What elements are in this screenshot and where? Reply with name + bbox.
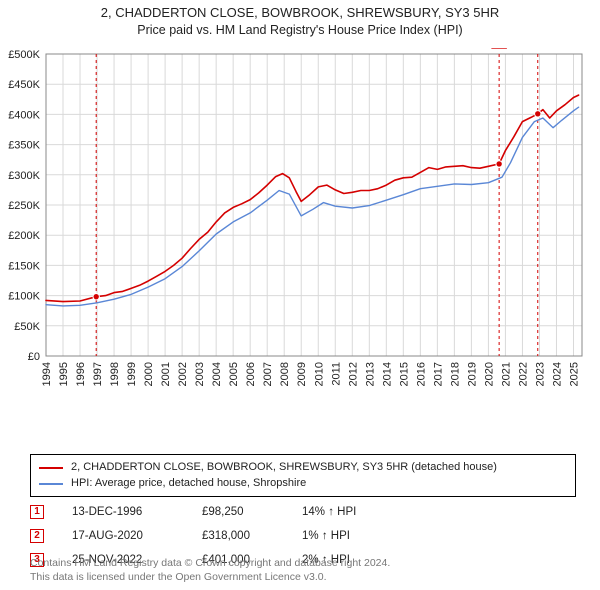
svg-text:2014: 2014 [381, 362, 393, 386]
legend: 2, CHADDERTON CLOSE, BOWBROOK, SHREWSBUR… [30, 454, 576, 497]
legend-row: 2, CHADDERTON CLOSE, BOWBROOK, SHREWSBUR… [39, 460, 567, 476]
svg-text:2018: 2018 [449, 362, 461, 386]
svg-text:£400K: £400K [8, 109, 40, 121]
sale-row: 2 17-AUG-2020£318,0001% ↑ HPI [30, 524, 576, 548]
svg-text:£300K: £300K [8, 170, 40, 182]
svg-text:2010: 2010 [313, 362, 325, 386]
sale-delta: 14% ↑ HPI [302, 506, 422, 518]
svg-text:2009: 2009 [296, 362, 308, 386]
svg-text:2005: 2005 [228, 362, 240, 386]
legend-swatch [39, 483, 63, 485]
svg-text:1994: 1994 [41, 362, 53, 386]
svg-text:£0: £0 [28, 351, 40, 363]
attribution: Contains HM Land Registry data © Crown c… [30, 556, 576, 584]
svg-text:£100K: £100K [8, 291, 40, 303]
sale-marker-box: 1 [30, 505, 44, 519]
legend-label: 2, CHADDERTON CLOSE, BOWBROOK, SHREWSBUR… [71, 460, 497, 476]
chart-area: £0 £50K £100K £150K £200K £250K £300K £350K £400… [0, 48, 600, 404]
svg-text:1998: 1998 [109, 362, 121, 386]
attribution-line-1: Contains HM Land Registry data © Crown c… [30, 556, 576, 570]
sale-price: £98,250 [202, 506, 302, 518]
svg-text:2016: 2016 [415, 362, 427, 386]
legend-row: HPI: Average price, detached house, Shro… [39, 476, 567, 492]
svg-text:2023: 2023 [534, 362, 546, 386]
svg-text:2024: 2024 [551, 362, 563, 386]
svg-text:2011: 2011 [330, 362, 342, 386]
svg-text:2012: 2012 [347, 362, 359, 386]
title-line-1: 2, CHADDERTON CLOSE, BOWBROOK, SHREWSBUR… [0, 4, 600, 22]
svg-text:2015: 2015 [398, 362, 410, 386]
svg-text:2022: 2022 [517, 362, 529, 386]
sale-delta: 1% ↑ HPI [302, 530, 422, 542]
svg-text:£200K: £200K [8, 230, 40, 242]
svg-text:£450K: £450K [8, 79, 40, 91]
legend-label: HPI: Average price, detached house, Shro… [71, 476, 306, 492]
legend-swatch [39, 467, 63, 469]
svg-text:2017: 2017 [432, 362, 444, 386]
sale-date: 13-DEC-1996 [72, 506, 202, 518]
svg-text:2001: 2001 [160, 362, 172, 386]
svg-text:2007: 2007 [262, 362, 274, 386]
svg-text:2000: 2000 [143, 362, 155, 386]
svg-text:2006: 2006 [245, 362, 257, 386]
svg-text:2002: 2002 [177, 362, 189, 386]
chart-container: 2, CHADDERTON CLOSE, BOWBROOK, SHREWSBUR… [0, 0, 600, 590]
sale-price: £318,000 [202, 530, 302, 542]
chart-svg: £0 £50K £100K £150K £200K £250K £300K £350K £400… [0, 48, 600, 404]
svg-text:£350K: £350K [8, 140, 40, 152]
svg-text:2004: 2004 [211, 362, 223, 386]
svg-text:2013: 2013 [364, 362, 376, 386]
svg-text:2008: 2008 [279, 362, 291, 386]
svg-text:2021: 2021 [500, 362, 512, 386]
sale-marker-box: 2 [30, 529, 44, 543]
title-line-2: Price paid vs. HM Land Registry's House … [0, 22, 600, 39]
svg-text:1997: 1997 [92, 362, 104, 386]
svg-text:2019: 2019 [466, 362, 478, 386]
sale-date: 17-AUG-2020 [72, 530, 202, 542]
svg-text:1999: 1999 [126, 362, 138, 386]
chart-title: 2, CHADDERTON CLOSE, BOWBROOK, SHREWSBUR… [0, 4, 600, 38]
attribution-line-2: This data is licensed under the Open Gov… [30, 570, 576, 584]
svg-text:2020: 2020 [483, 362, 495, 386]
svg-text:£150K: £150K [8, 260, 40, 272]
svg-text:£500K: £500K [8, 49, 40, 61]
svg-text:1996: 1996 [75, 362, 87, 386]
svg-text:£250K: £250K [8, 200, 40, 212]
svg-text:1995: 1995 [58, 362, 70, 386]
sale-row: 1 13-DEC-1996£98,25014% ↑ HPI [30, 500, 576, 524]
svg-text:2003: 2003 [194, 362, 206, 386]
svg-text:2025: 2025 [568, 362, 580, 386]
svg-text:£50K: £50K [14, 321, 40, 333]
